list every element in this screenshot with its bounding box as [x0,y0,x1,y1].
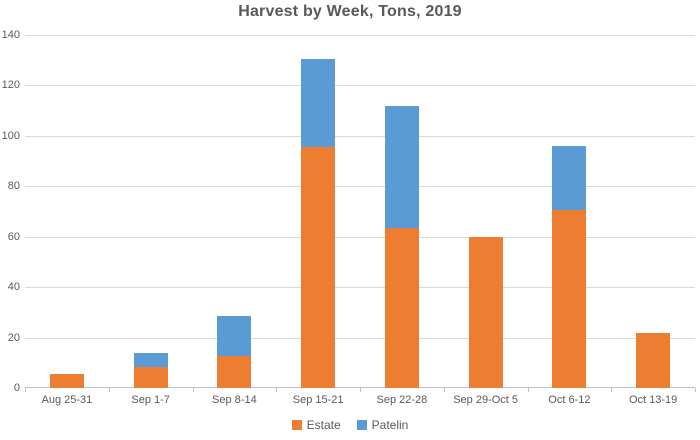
x-axis-labels: Aug 25-31 Sep 1-7 Sep 8-14 Sep 15-21 Sep 22-… [25,394,695,406]
gridline [25,85,695,87]
legend-label-patelin: Patelin [371,418,409,432]
x-axis-tick-mark [108,388,110,392]
x-axis-tick-mark [192,388,194,392]
x-axis-category-label: Sep 1-7 [131,394,170,406]
x-axis-category-label: Sep 15-21 [292,394,344,406]
bar-segment-estate [384,227,419,388]
bar-segment-patelin [133,352,168,367]
y-axis-tick-label: 60 [7,230,20,243]
stacked-bar [552,145,587,388]
y-axis-tick-label: 40 [7,281,20,294]
bar-segment-estate [133,366,168,388]
category-cell [444,35,528,388]
stacked-bar [636,332,671,388]
estate-series-swatch [291,420,302,430]
bar-segment-estate [636,332,671,388]
y-axis-tick-label: 140 [1,29,20,41]
category-cell [25,35,109,388]
gridline [25,287,695,289]
plot-area [25,35,695,388]
stacked-bar [217,316,252,388]
gridline [25,236,695,238]
x-axis-line [25,387,695,388]
x-axis-tick-mark [276,388,278,392]
stacked-bar [468,236,503,388]
x-axis-tick-mark [611,388,613,392]
y-axis-labels: 0 20 40 60 80 100 120 140 [0,0,20,440]
bar-segment-estate [49,374,84,388]
x-axis-category-label: Oct 6-12 [548,394,591,406]
y-axis-tick-label: 100 [1,129,20,142]
stacked-bar [301,58,336,388]
category-cell [276,35,360,388]
x-axis-tick-mark [695,388,696,392]
bar-segment-estate [552,210,587,388]
bar-segment-estate [468,236,503,388]
x-axis-tick-mark [360,388,361,392]
x-axis-tick-mark [25,388,26,392]
stacked-bar [49,374,84,388]
y-axis-tick-label: 20 [7,331,20,344]
category-cell [109,35,193,388]
x-axis-category-label: Sep 22-28 [376,394,428,406]
x-axis-tick-mark [443,388,445,392]
gridline [25,337,695,339]
bar-segment-patelin [384,105,419,228]
gridline [25,186,695,188]
y-axis-tick-label: 120 [1,79,20,92]
x-axis-tick-mark [527,388,529,392]
stacked-bar [133,352,168,388]
legend: Estate Patelin [0,418,700,432]
gridline [25,135,695,137]
y-axis-tick-label: 0 [13,382,20,394]
bar-segment-patelin [301,58,336,148]
x-axis-category-label: Sep 8-14 [212,394,257,406]
chart-title: Harvest by Week, Tons, 2019 [238,3,462,20]
category-cell [611,35,695,388]
bar-segment-estate [217,356,252,388]
gridline [25,35,695,36]
y-axis-tick-label: 80 [7,180,20,193]
x-axis-category-label: Aug 25-31 [41,394,93,406]
legend-label-estate: Estate [306,418,341,432]
legend-item-estate: Estate [291,418,341,432]
x-axis-category-label: Oct 13-19 [628,394,678,406]
patelin-series-swatch [356,420,367,430]
bar-segment-patelin [552,145,587,211]
stacked-bar [384,105,419,388]
bar-segment-patelin [217,316,252,357]
category-cell [528,35,612,388]
category-cell [360,35,444,388]
category-cell [193,35,277,388]
legend-item-patelin: Patelin [356,418,409,432]
x-axis-category-label: Sep 29-Oct 5 [453,394,519,406]
bar-segment-estate [301,147,336,388]
bars-container [25,35,695,388]
